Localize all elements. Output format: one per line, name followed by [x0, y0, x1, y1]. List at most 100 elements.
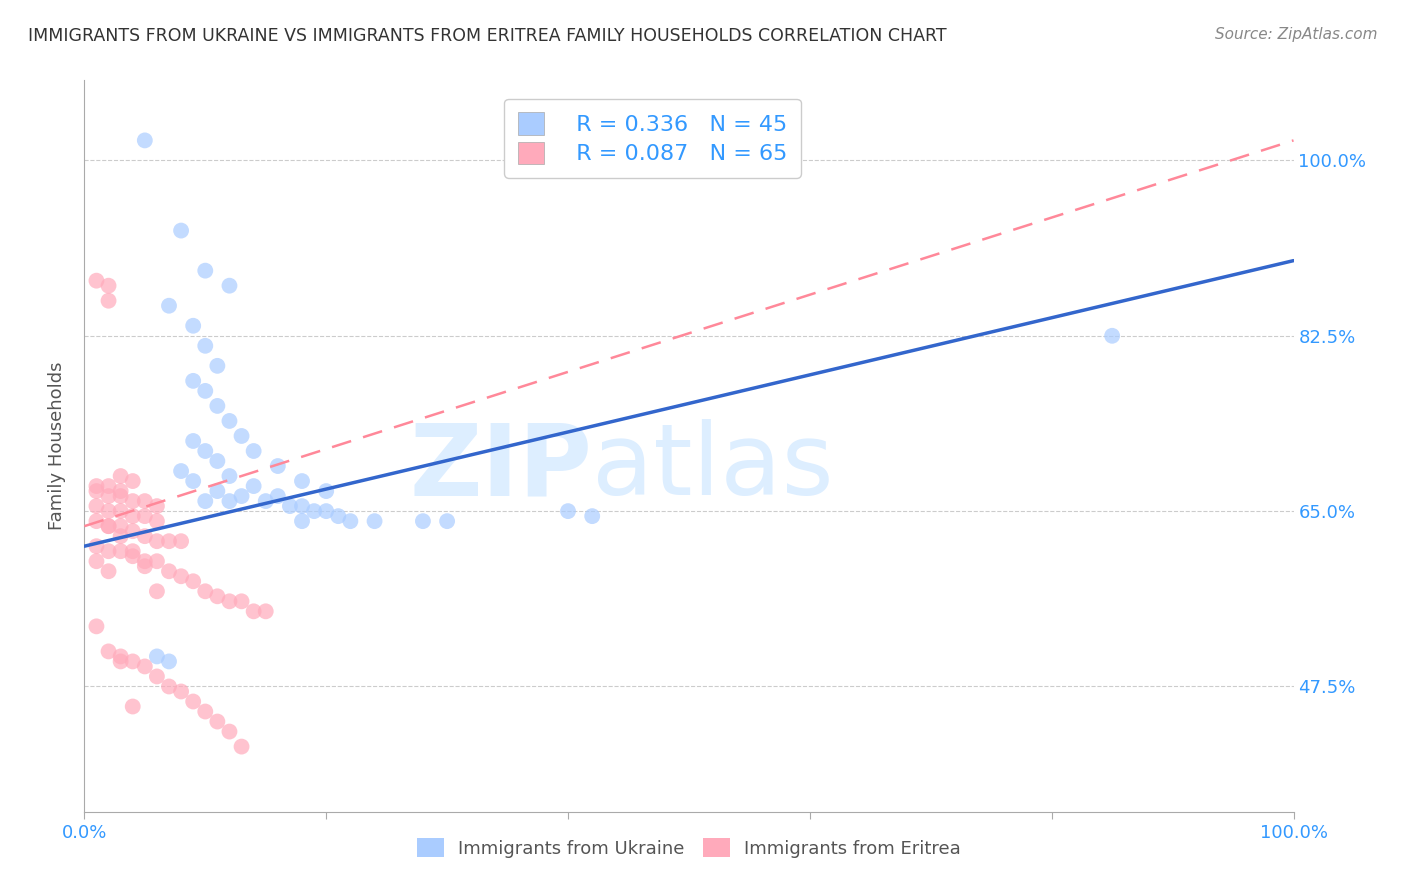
Text: Source: ZipAtlas.com: Source: ZipAtlas.com [1215, 27, 1378, 42]
Point [315, 484, 337, 499]
Point [207, 589, 229, 603]
Point [97, 278, 120, 293]
Point [194, 263, 217, 277]
Point [110, 504, 132, 518]
Point [97, 544, 120, 558]
Text: ZIP: ZIP [409, 419, 592, 516]
Point [86, 499, 108, 513]
Point [194, 494, 217, 508]
Text: IMMIGRANTS FROM UKRAINE VS IMMIGRANTS FROM ERITREA FAMILY HOUSEHOLDS CORRELATION: IMMIGRANTS FROM UKRAINE VS IMMIGRANTS FR… [28, 27, 946, 45]
Point [291, 474, 314, 488]
Point [157, 564, 180, 578]
Point [194, 384, 217, 398]
Point [121, 544, 143, 558]
Point [86, 479, 108, 493]
Point [86, 484, 108, 499]
Point [134, 133, 156, 147]
Point [218, 469, 240, 483]
Point [110, 655, 132, 669]
Y-axis label: Family Households: Family Households [48, 362, 66, 530]
Point [121, 494, 143, 508]
Point [146, 584, 169, 599]
Point [194, 705, 217, 719]
Point [97, 519, 120, 533]
Point [363, 514, 385, 528]
Point [134, 509, 156, 524]
Point [157, 534, 180, 549]
Point [231, 739, 253, 754]
Point [121, 549, 143, 564]
Point [86, 554, 108, 568]
Point [134, 494, 156, 508]
Point [242, 444, 264, 458]
Point [110, 484, 132, 499]
Point [218, 724, 240, 739]
Point [207, 399, 229, 413]
Point [170, 534, 193, 549]
Point [207, 454, 229, 468]
Point [181, 318, 204, 333]
Point [278, 499, 301, 513]
Point [134, 659, 156, 673]
Text: atlas: atlas [592, 419, 834, 516]
Point [181, 694, 204, 708]
Point [146, 669, 169, 683]
Point [170, 464, 193, 478]
Point [134, 554, 156, 568]
Point [97, 489, 120, 503]
Point [97, 479, 120, 493]
Point [207, 359, 229, 373]
Point [121, 699, 143, 714]
Point [157, 299, 180, 313]
Point [254, 604, 277, 618]
Point [231, 594, 253, 608]
Point [97, 293, 120, 308]
Point [231, 489, 253, 503]
Point [86, 274, 108, 288]
Point [242, 604, 264, 618]
Point [1101, 328, 1123, 343]
Point [302, 504, 325, 518]
Point [291, 514, 314, 528]
Point [121, 524, 143, 538]
Point [110, 519, 132, 533]
Point [121, 474, 143, 488]
Point [97, 564, 120, 578]
Point [110, 544, 132, 558]
Point [110, 649, 132, 664]
Point [181, 434, 204, 448]
Point [242, 479, 264, 493]
Point [207, 484, 229, 499]
Point [86, 619, 108, 633]
Point [557, 504, 579, 518]
Legend: Immigrants from Ukraine, Immigrants from Eritrea: Immigrants from Ukraine, Immigrants from… [406, 828, 972, 869]
Point [291, 499, 314, 513]
Point [181, 474, 204, 488]
Point [97, 519, 120, 533]
Point [146, 499, 169, 513]
Point [86, 514, 108, 528]
Point [121, 655, 143, 669]
Point [146, 514, 169, 528]
Point [267, 458, 290, 473]
Point [110, 529, 132, 543]
Point [146, 554, 169, 568]
Point [181, 374, 204, 388]
Point [339, 514, 361, 528]
Point [110, 489, 132, 503]
Point [170, 569, 193, 583]
Point [134, 529, 156, 543]
Point [121, 509, 143, 524]
Point [194, 339, 217, 353]
Point [328, 509, 350, 524]
Point [218, 594, 240, 608]
Point [194, 584, 217, 599]
Point [157, 655, 180, 669]
Point [581, 509, 603, 524]
Point [170, 223, 193, 237]
Point [146, 534, 169, 549]
Point [207, 714, 229, 729]
Point [146, 649, 169, 664]
Point [97, 504, 120, 518]
Point [110, 469, 132, 483]
